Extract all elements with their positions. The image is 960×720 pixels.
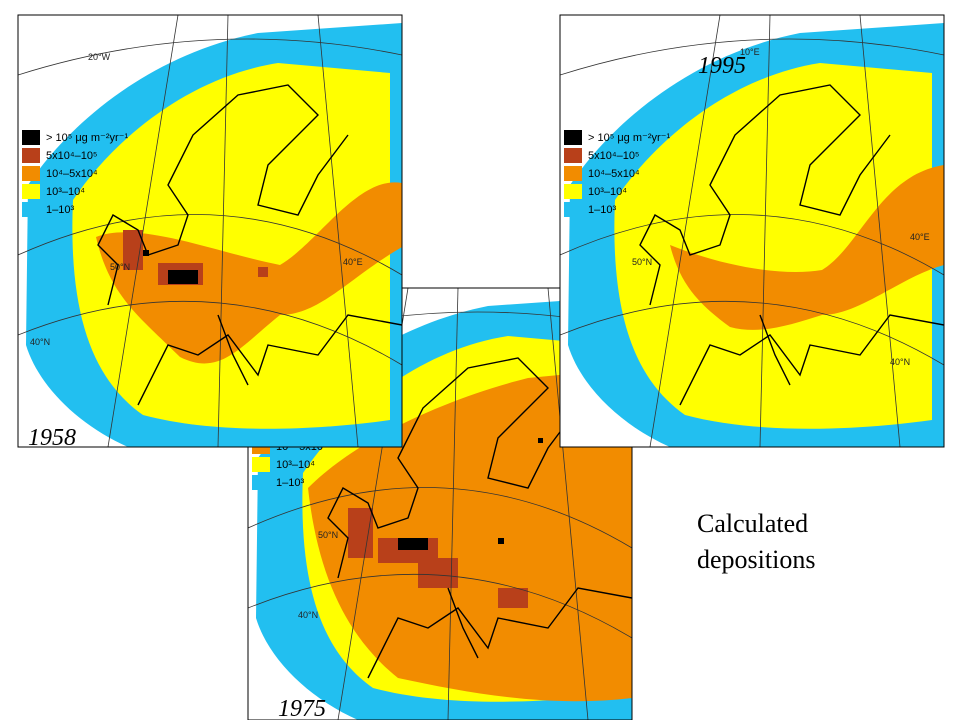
graticule	[248, 487, 632, 549]
panel-border	[559, 14, 945, 448]
deposition-very-high	[348, 508, 373, 558]
legend-label: 1–10³	[46, 204, 74, 216]
graticule	[18, 300, 402, 366]
legend-swatch	[22, 148, 40, 163]
year-label: 1995	[698, 53, 746, 79]
legend-swatch	[564, 148, 582, 163]
caption-line: depositions	[697, 545, 815, 574]
map-body: 50°N 40°N 20°W 40°E > 10⁵ μg m⁻²yr⁻¹ 5x10⁴–10…	[18, 15, 402, 447]
legend-label: 10⁴–5x10⁴	[46, 168, 98, 180]
legend-label: 10³–10⁴	[46, 186, 85, 198]
graticule	[18, 38, 402, 76]
graticule	[217, 15, 229, 447]
deposition-high	[670, 165, 944, 330]
graticule	[560, 38, 944, 76]
legend-swatch	[22, 202, 40, 217]
coastline	[97, 84, 402, 406]
deposition-high	[96, 182, 402, 364]
legend-label: 1–10³	[588, 204, 616, 216]
legend-label: > 10⁵ μg m⁻²yr⁻¹	[46, 132, 128, 144]
graticule	[18, 214, 402, 276]
graticule	[560, 214, 944, 276]
graticule-label: 40°E	[910, 232, 930, 242]
coastline	[327, 357, 632, 679]
legend-label: 5x10⁴–10⁵	[588, 150, 640, 162]
legend-swatch	[564, 202, 582, 217]
graticule-label: 50°N	[110, 262, 130, 272]
graticule	[317, 15, 359, 447]
legend-swatch	[564, 184, 582, 199]
deposition-very-high	[418, 558, 458, 588]
deposition-extreme	[168, 270, 198, 284]
graticule-label: 40°E	[343, 257, 363, 267]
legend-label: 10³–10⁴	[588, 186, 627, 198]
graticule	[649, 15, 721, 447]
graticule-label: 20°W	[88, 52, 111, 62]
caption-line: Calculated	[697, 509, 808, 538]
graticule	[107, 15, 179, 447]
deposition-extreme	[498, 538, 504, 544]
graticule	[447, 288, 459, 720]
panel-border	[17, 14, 403, 448]
legend-label: 10⁴–5x10⁴	[588, 168, 640, 180]
deposition-very-high	[498, 588, 528, 608]
map-body: 50°N 40°N 40°E 10°E > 10⁵ μg m⁻²yr⁻¹ 5x10⁴–10…	[560, 15, 944, 447]
graticule-label: 50°N	[632, 257, 652, 267]
legend-swatch	[252, 457, 270, 472]
legend-label: 10³–10⁴	[276, 459, 315, 471]
deposition-very-high	[258, 267, 268, 277]
deposition-high	[308, 368, 632, 702]
legend-swatch	[22, 130, 40, 145]
deposition-mid	[72, 63, 391, 429]
graticule	[859, 15, 901, 447]
graticule-label: 10°E	[740, 47, 760, 57]
coastline	[639, 84, 944, 406]
deposition-extreme	[398, 538, 428, 550]
deposition-mid	[614, 63, 932, 429]
legend-swatch	[252, 475, 270, 490]
graticule-label: 50°N	[318, 530, 338, 540]
legend-swatch	[564, 130, 582, 145]
graticule-label: 40°N	[30, 337, 50, 347]
graticule	[560, 300, 944, 366]
graticule	[248, 573, 632, 639]
legend-swatch	[22, 184, 40, 199]
legend-label: 5x10⁴–10⁵	[46, 150, 98, 162]
graticule	[759, 15, 771, 447]
legend-swatch	[564, 166, 582, 181]
legend-label: 1–10³	[276, 477, 304, 489]
map-panel: 50°N 40°N 40°E 10°E > 10⁵ μg m⁻²yr⁻¹ 5x10⁴–10…	[559, 14, 945, 448]
deposition-extreme	[538, 438, 543, 443]
panel-border	[247, 287, 633, 720]
legend-label: > 10⁵ μg m⁻²yr⁻¹	[588, 132, 670, 144]
graticule-label: 40°N	[890, 357, 910, 367]
graticule-label: 40°N	[298, 610, 318, 620]
legend-swatch	[22, 166, 40, 181]
year-label: 1975	[278, 696, 326, 720]
map-panel: 50°N 40°N 20°W 40°E > 10⁵ μg m⁻²yr⁻¹ 5x10⁴–10…	[17, 14, 403, 451]
graticule	[547, 288, 589, 720]
